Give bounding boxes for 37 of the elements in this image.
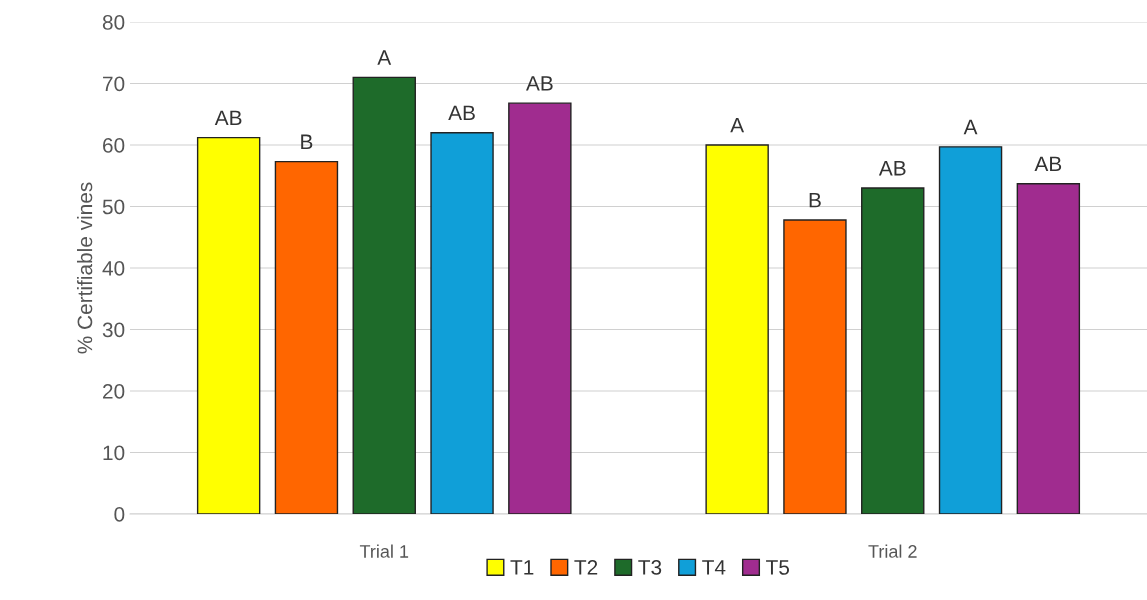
bar: [1016, 183, 1081, 514]
y-tick-label: 10: [103, 445, 125, 461]
legend-label: T1: [510, 560, 534, 575]
bar: [861, 187, 925, 514]
y-tick-label: 0: [114, 507, 125, 522]
x-tick-label: Trial 2: [868, 544, 917, 558]
bar: [430, 132, 494, 514]
data-label: AB: [214, 110, 242, 125]
legend-label: T4: [702, 560, 726, 575]
data-label: A: [963, 119, 978, 135]
y-tick-label: 40: [102, 261, 125, 276]
y-tick-label: 60: [103, 138, 125, 153]
legend-label: T3: [638, 560, 662, 575]
data-label: B: [809, 193, 821, 208]
data-label: AB: [526, 76, 553, 91]
data-label: A: [730, 118, 745, 133]
y-tick-label: 70: [103, 76, 125, 92]
x-tick-label: Trial 1: [359, 544, 409, 558]
y-tick-label: 20: [103, 384, 125, 399]
data-label: A: [377, 50, 392, 65]
bar: [352, 76, 416, 514]
bar: [938, 146, 1003, 514]
y-tick-label: 80: [102, 15, 125, 30]
bar: [274, 160, 339, 514]
data-label: B: [301, 134, 313, 149]
data-label: AB: [1034, 156, 1062, 172]
data-label: AB: [878, 161, 906, 176]
bar: [705, 144, 769, 514]
bar: [196, 136, 261, 514]
legend-label: T2: [574, 560, 598, 575]
y-tick-label: 50: [102, 199, 125, 215]
y-tick-label: 30: [102, 322, 125, 338]
data-label: AB: [448, 105, 475, 121]
legend-label: T5: [766, 560, 790, 575]
y-axis-title: % Certifiable vines: [76, 182, 93, 354]
bar: [508, 102, 572, 514]
bar: [783, 219, 847, 514]
